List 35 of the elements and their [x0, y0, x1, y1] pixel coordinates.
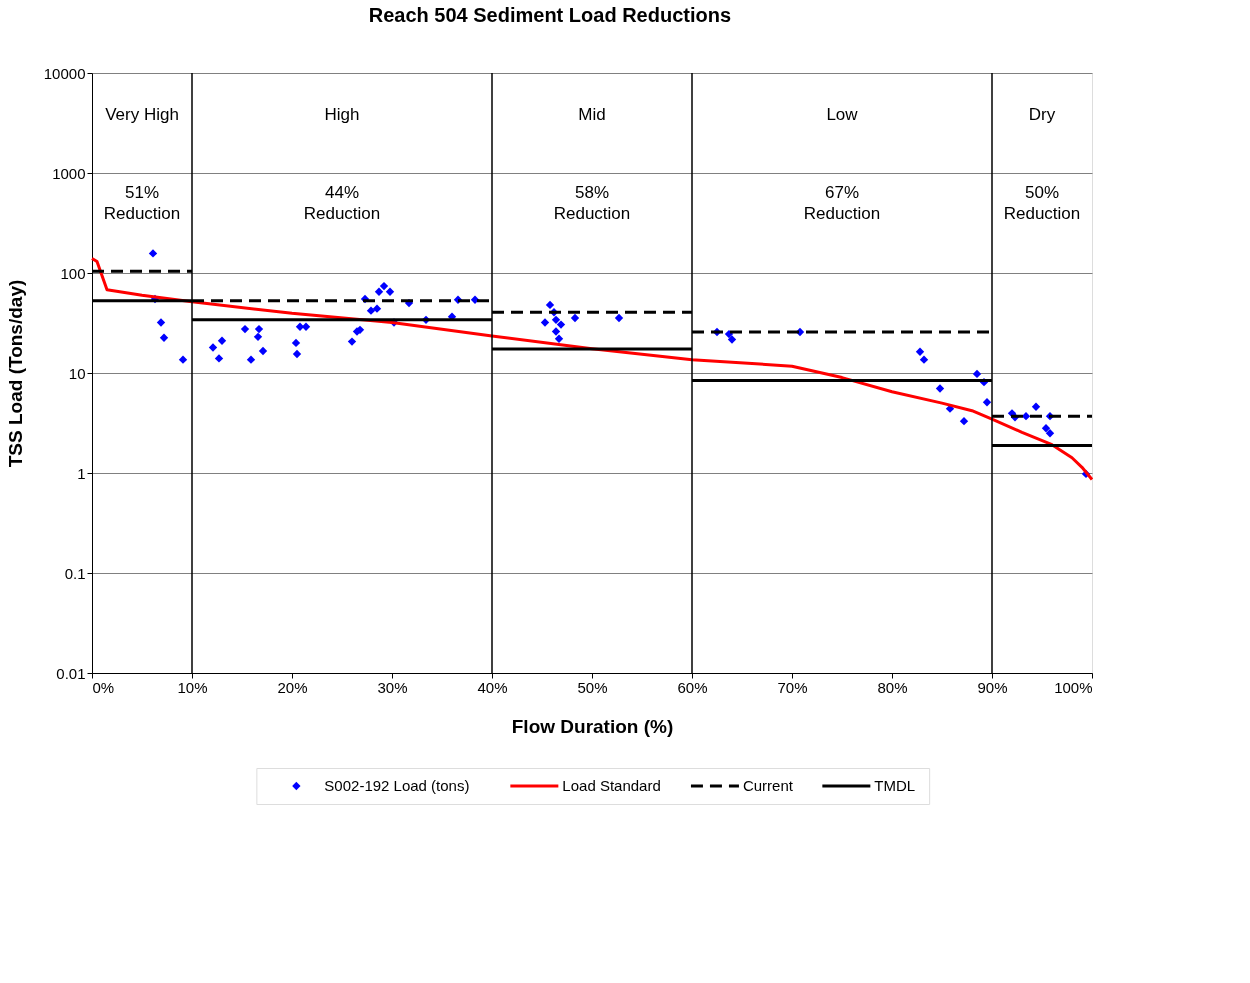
annotation: 50% Reduction: [1003, 183, 1081, 223]
x-tick-label: 70%: [777, 678, 808, 696]
annotation: Very High: [105, 105, 179, 124]
x-axis-title: Flow Duration (%): [511, 715, 674, 737]
legend-label: Load Standard: [562, 777, 661, 794]
y-tick-label: 1000: [52, 164, 86, 182]
legend-label: Current: [742, 777, 794, 794]
annotation: 51% Reduction: [103, 183, 181, 223]
legend-label: TMDL: [874, 777, 916, 794]
chart-title: Reach 504 Sediment Load Reductions: [368, 3, 732, 26]
x-tick-label: 80%: [877, 678, 908, 696]
x-tick-label: 0%: [92, 678, 115, 696]
annotation: 58% Reduction: [553, 183, 631, 223]
annotation: 67% Reduction: [803, 183, 881, 223]
x-tick-label: 10%: [177, 678, 208, 696]
annotation: Dry: [1028, 105, 1056, 124]
y-tick-label: 10: [68, 364, 86, 382]
annotation: High: [324, 105, 360, 124]
x-tick-label: 30%: [377, 678, 408, 696]
y-tick-label: 1: [77, 464, 86, 482]
legend-label: S002-192 Load (tons): [324, 777, 470, 794]
annotation: Mid: [578, 105, 606, 124]
y-tick-label: 0.01: [56, 664, 86, 682]
y-tick-label: 100: [60, 264, 86, 282]
x-tick-label: 50%: [577, 678, 608, 696]
x-tick-label: 100%: [1054, 678, 1093, 696]
x-tick-label: 20%: [277, 678, 308, 696]
annotation: 44% Reduction: [303, 183, 381, 223]
y-tick-label: 0.1: [64, 564, 86, 582]
x-tick-label: 40%: [477, 678, 508, 696]
x-tick-label: 90%: [977, 678, 1008, 696]
x-tick-label: 60%: [677, 678, 708, 696]
annotation: Low: [826, 105, 859, 124]
y-tick-label: 10000: [43, 64, 86, 82]
y-axis-title: TSS Load (Tons/day): [4, 279, 26, 468]
